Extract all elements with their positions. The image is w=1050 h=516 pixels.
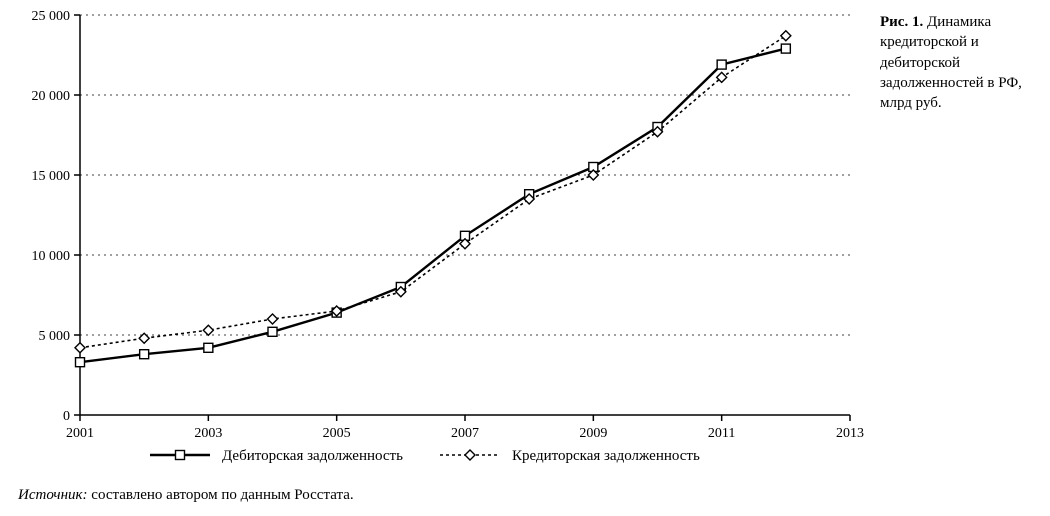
x-tick-label: 2007 bbox=[451, 426, 479, 441]
figure-source-prefix: Источник: bbox=[18, 487, 88, 503]
x-tick-label: 2001 bbox=[66, 426, 94, 441]
diamond-marker bbox=[781, 31, 791, 41]
y-tick-label: 5 000 bbox=[39, 329, 71, 344]
square-marker bbox=[76, 358, 85, 367]
square-marker bbox=[140, 350, 149, 359]
square-marker bbox=[781, 44, 790, 53]
y-tick-label: 15 000 bbox=[32, 169, 71, 184]
y-tick-label: 25 000 bbox=[32, 9, 71, 24]
line-chart: 0 5 000 10 000 15 000 20 000 25 000 2001 2003 20… bbox=[0, 0, 870, 490]
diamond-marker bbox=[268, 314, 278, 324]
legend: Дебиторская задолженность Кредиторская за… bbox=[150, 448, 700, 464]
series-creditor bbox=[75, 31, 791, 353]
legend-label: Дебиторская задолженность bbox=[222, 448, 403, 464]
figure-source-text: составлено автором по данным Росстата. bbox=[91, 487, 353, 503]
x-tick-label: 2011 bbox=[708, 426, 735, 441]
legend-label: Кредиторская задолженность bbox=[512, 448, 700, 464]
x-tick-label: 2013 bbox=[836, 426, 864, 441]
series-debitor bbox=[76, 44, 791, 367]
x-tick-label: 2003 bbox=[194, 426, 222, 441]
square-marker bbox=[717, 60, 726, 69]
x-tick-label: 2005 bbox=[323, 426, 351, 441]
y-tick-label: 0 bbox=[63, 409, 70, 424]
diamond-marker bbox=[75, 343, 85, 353]
diamond-marker bbox=[465, 450, 475, 460]
series-line bbox=[80, 36, 786, 348]
square-marker bbox=[204, 343, 213, 352]
figure-caption: Рис. 1. Динамика кредиторской и дебиторс… bbox=[880, 12, 1040, 113]
figure-caption-prefix: Рис. 1. bbox=[880, 14, 923, 30]
square-marker bbox=[268, 327, 277, 336]
y-tick-label: 10 000 bbox=[32, 249, 71, 264]
page: 0 5 000 10 000 15 000 20 000 25 000 2001 2003 20… bbox=[0, 0, 1050, 516]
series-line bbox=[80, 49, 786, 363]
chart-container: 0 5 000 10 000 15 000 20 000 25 000 2001 2003 20… bbox=[0, 0, 870, 516]
square-marker bbox=[176, 451, 185, 460]
diamond-marker bbox=[203, 325, 213, 335]
figure-source: Источник: составлено автором по данным Р… bbox=[18, 487, 354, 504]
x-tick-label: 2009 bbox=[579, 426, 607, 441]
y-tick-label: 20 000 bbox=[32, 89, 71, 104]
